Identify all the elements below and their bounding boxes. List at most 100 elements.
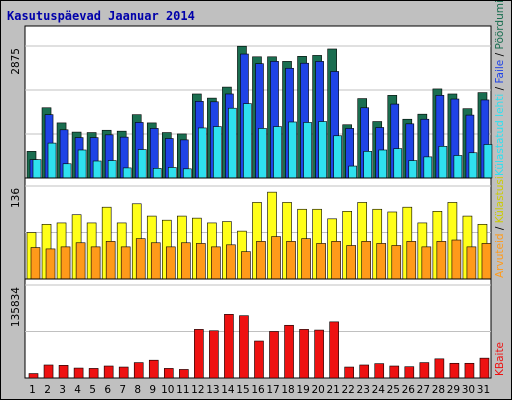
legend-faile: Faile bbox=[494, 60, 506, 84]
bar-arvuteid-8 bbox=[135, 238, 146, 280]
bar-kbaite-18 bbox=[284, 324, 294, 379]
x-tick-label-7: 7 bbox=[119, 384, 126, 396]
y-tick-label: 2875 bbox=[10, 48, 22, 75]
bar-arvuteid-11 bbox=[181, 242, 191, 280]
bar-k-lastatud-lehti-9 bbox=[152, 168, 162, 179]
bar-arvuteid-28 bbox=[436, 241, 447, 280]
x-tick-label-11: 11 bbox=[176, 384, 189, 396]
legend-kbaite: KBaite bbox=[494, 342, 506, 376]
bar-kbaite-16 bbox=[254, 340, 264, 379]
bar-k-lastatud-lehti-29 bbox=[453, 155, 463, 179]
bar-k-lastatud-lehti-6 bbox=[107, 160, 117, 179]
legend-separator: / bbox=[494, 50, 506, 60]
bar-kbaite-28 bbox=[434, 358, 445, 379]
legend-panel-2: Arvuteid / Külastusi bbox=[494, 176, 506, 278]
bar-k-lastatud-lehti-20 bbox=[318, 121, 327, 179]
bar-k-lastatud-lehti-18 bbox=[288, 121, 297, 179]
bar-kbaite-12 bbox=[194, 329, 204, 379]
bar-arvuteid-3 bbox=[60, 246, 71, 280]
bar-arvuteid-31 bbox=[481, 243, 492, 280]
legend-separator: / bbox=[494, 223, 506, 233]
bar-arvuteid-30 bbox=[466, 246, 477, 280]
bar-kbaite-23 bbox=[359, 364, 370, 379]
bar-k-lastatud-lehti-17 bbox=[273, 126, 282, 179]
bar-kbaite-2 bbox=[43, 364, 54, 379]
bar-k-lastatud-lehti-26 bbox=[408, 160, 418, 179]
x-tick-label-5: 5 bbox=[89, 384, 96, 396]
x-tick-label-12: 12 bbox=[191, 384, 204, 396]
bar-k-lastatud-lehti-24 bbox=[378, 149, 388, 179]
bar-arvuteid-23 bbox=[361, 241, 372, 280]
x-tick-label-14: 14 bbox=[221, 384, 235, 396]
bar-k-lastatud-lehti-4 bbox=[77, 149, 87, 179]
bar-kbaite-27 bbox=[419, 362, 430, 379]
bar-k-lastatud-lehti-22 bbox=[348, 165, 357, 179]
x-tick-label-30: 30 bbox=[462, 384, 475, 396]
bar-arvuteid-14 bbox=[226, 244, 236, 280]
bar-kbaite-26 bbox=[404, 366, 415, 379]
bar-kbaite-21 bbox=[329, 321, 339, 379]
bar-k-lastatud-lehti-7 bbox=[122, 167, 132, 179]
bar-arvuteid-2 bbox=[45, 248, 56, 280]
x-tick-label-19: 19 bbox=[296, 384, 309, 396]
bar-arvuteid-24 bbox=[376, 243, 387, 280]
bar-arvuteid-17 bbox=[271, 236, 281, 280]
x-tick-label-8: 8 bbox=[134, 384, 141, 396]
legend-separator: / bbox=[494, 84, 506, 94]
bar-k-lastatud-lehti-21 bbox=[333, 135, 342, 179]
bar-kbaite-1 bbox=[28, 373, 39, 379]
bar-k-lastatud-lehti-15 bbox=[243, 103, 252, 179]
bar-k-lastatud-lehti-10 bbox=[167, 167, 177, 179]
bar-kbaite-14 bbox=[224, 314, 234, 379]
x-tick-label-31: 31 bbox=[477, 384, 490, 396]
x-tick-label-10: 10 bbox=[161, 384, 174, 396]
x-tick-label-24: 24 bbox=[372, 384, 386, 396]
bar-k-lastatud-lehti-19 bbox=[303, 122, 312, 179]
bar-arvuteid-1 bbox=[30, 247, 41, 280]
x-tick-label-25: 25 bbox=[387, 384, 400, 396]
bar-kbaite-20 bbox=[314, 329, 324, 379]
bar-arvuteid-13 bbox=[211, 246, 221, 280]
x-tick-label-28: 28 bbox=[432, 384, 445, 396]
x-tick-label-13: 13 bbox=[206, 384, 219, 396]
chart-panels: 2875 136 135834 bbox=[10, 25, 493, 379]
x-tick-label-22: 22 bbox=[342, 384, 355, 396]
bar-k-lastatud-lehti-8 bbox=[137, 149, 147, 179]
legend-k-lastatud-lehti: Külastatud lehti bbox=[494, 94, 506, 176]
bar-k-lastatud-lehti-14 bbox=[228, 107, 237, 179]
x-tick-label-23: 23 bbox=[357, 384, 370, 396]
bar-k-lastatud-lehti-23 bbox=[363, 151, 373, 179]
y-tick-label: 135834 bbox=[10, 287, 22, 327]
x-tick-label-15: 15 bbox=[236, 384, 249, 396]
x-tick-label-2: 2 bbox=[44, 384, 51, 396]
y-tick-label: 136 bbox=[10, 188, 22, 208]
x-tick-label-26: 26 bbox=[402, 384, 416, 396]
bar-kbaite-7 bbox=[118, 366, 129, 379]
bar-kbaite-22 bbox=[344, 366, 354, 379]
x-tick-label-3: 3 bbox=[59, 384, 66, 396]
bar-arvuteid-22 bbox=[346, 245, 356, 280]
bar-k-lastatud-lehti-16 bbox=[258, 128, 267, 179]
bar-arvuteid-25 bbox=[391, 245, 402, 280]
x-tick-label-20: 20 bbox=[311, 384, 324, 396]
bar-kbaite-13 bbox=[209, 330, 219, 379]
bar-k-lastatud-lehti-2 bbox=[47, 142, 57, 179]
bar-kbaite-25 bbox=[389, 365, 400, 379]
bar-arvuteid-12 bbox=[196, 243, 206, 280]
legend-side-labels: Külastatud lehti / Faile / PöördumisiArv… bbox=[494, 0, 506, 376]
bar-arvuteid-6 bbox=[105, 241, 116, 280]
chart-title: Kasutuspäevad Jaanuar 2014 bbox=[7, 9, 195, 23]
bar-kbaite-24 bbox=[374, 363, 385, 379]
bar-arvuteid-10 bbox=[165, 246, 176, 280]
bar-kbaite-4 bbox=[73, 367, 84, 379]
bar-kbaite-29 bbox=[449, 362, 460, 379]
bar-arvuteid-29 bbox=[451, 239, 462, 280]
x-tick-label-29: 29 bbox=[447, 384, 460, 396]
bar-arvuteid-19 bbox=[301, 238, 311, 280]
bar-arvuteid-26 bbox=[406, 241, 417, 280]
legend-arvuteid: Arvuteid bbox=[494, 233, 506, 278]
bar-kbaite-9 bbox=[148, 359, 159, 379]
x-tick-label-17: 17 bbox=[266, 384, 279, 396]
panel-2: 136 bbox=[10, 177, 492, 280]
bar-kbaite-6 bbox=[103, 365, 114, 379]
